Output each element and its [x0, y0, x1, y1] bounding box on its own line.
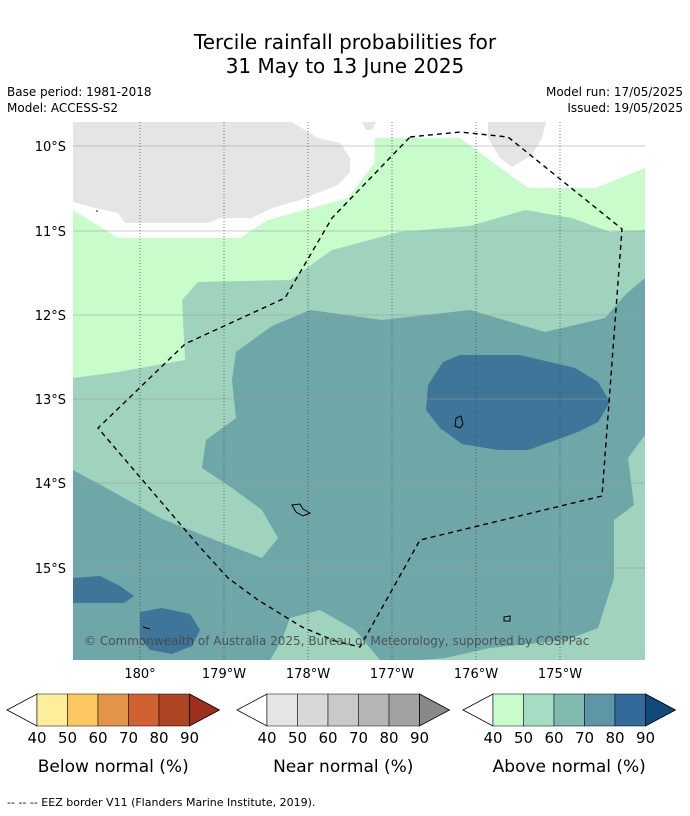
colorbar-segment	[553, 693, 585, 727]
island-outline	[142, 626, 151, 630]
colorbar-tick-label: 90	[636, 729, 655, 747]
colorbar-under-triangle	[6, 693, 38, 727]
lon-label: 179°W	[202, 667, 246, 682]
island-outline	[503, 615, 511, 622]
colorbar-under-triangle	[236, 693, 268, 727]
colorbar-over-triangle	[189, 693, 221, 727]
colorbar-segment	[523, 693, 555, 727]
lon-label: 178°W	[286, 667, 330, 682]
colorbar-over-triangle	[645, 693, 677, 727]
colorbar-segment	[97, 693, 129, 727]
colorbar-segment	[358, 693, 390, 727]
lon-label: 176°W	[454, 667, 498, 682]
lat-label: 12°S	[35, 309, 66, 324]
colorbar-segment	[128, 693, 160, 727]
below-normal-colorbar: 40 50 60 70 80 90 Below normal (%)	[6, 693, 221, 777]
model-run-text: Model run: 17/05/2025	[545, 85, 683, 99]
probability-region-70-80-c	[140, 608, 200, 654]
eez-border-note: -- -- -- EEZ border V11 (Flanders Marine…	[7, 796, 316, 809]
colorbar-tick-label: 40	[257, 729, 276, 747]
lon-label: 177°W	[370, 667, 414, 682]
run-info: Model run: 17/05/2025 Issued: 19/05/2025	[546, 84, 683, 116]
model-info: Base period: 1981-2018 Model: ACCESS-S2	[7, 84, 152, 116]
model-name-text: Model: ACCESS-S2	[7, 101, 119, 115]
probability-region-70-80-b	[73, 576, 134, 603]
colorbar-segment	[388, 693, 420, 727]
colorbar-tick-label: 70	[575, 729, 594, 747]
chart-title: Tercile rainfall probabilities for 31 Ma…	[0, 30, 690, 78]
colorbar-over-triangle	[419, 693, 451, 727]
colorbar-tick-label: 50	[288, 729, 307, 747]
colorbar-tick-label: 80	[149, 729, 168, 747]
lat-label: 11°S	[35, 225, 66, 240]
no-data-region	[73, 122, 350, 223]
colorbar-segment	[614, 693, 646, 727]
island-outline	[291, 503, 312, 517]
colorbar-segment	[297, 693, 329, 727]
island-outline	[96, 210, 98, 212]
copyright-notice: © Commonwealth of Australia 2025, Bureau…	[84, 634, 589, 648]
title-line-2: 31 May to 13 June 2025	[225, 54, 465, 78]
longitude-labels: 180° 179°W 178°W 177°W 176°W 175°W	[124, 667, 582, 682]
colorbar-tick-label: 60	[318, 729, 337, 747]
colorbar-tick-label: 60	[544, 729, 563, 747]
lon-label: 180°	[124, 667, 155, 682]
eez-border	[97, 131, 623, 648]
colorbar-segment	[266, 693, 298, 727]
colorbar-tick-label: 90	[410, 729, 429, 747]
lon-label: 175°W	[538, 667, 582, 682]
colorbar-title: Near normal (%)	[273, 757, 413, 777]
lat-label: 10°S	[35, 140, 66, 155]
colorbar-tick-label: 60	[88, 729, 107, 747]
rainfall-probability-map: © Commonwealth of Australia 2025, Bureau…	[6, 122, 677, 777]
colorbar-tick-label: 90	[180, 729, 199, 747]
colorbar-segment	[67, 693, 99, 727]
lat-label: 14°S	[35, 477, 66, 492]
colorbar-tick-label: 80	[605, 729, 624, 747]
base-period-text: Base period: 1981-2018	[7, 85, 152, 99]
colorbar-segment	[158, 693, 190, 727]
colorbar-tick-label: 40	[27, 729, 46, 747]
colorbar-under-triangle	[462, 693, 494, 727]
colorbar-tick-label: 50	[58, 729, 77, 747]
above-normal-colorbar: 40 50 60 70 80 90 Above normal (%)	[462, 693, 677, 777]
colorbar-tick-label: 50	[514, 729, 533, 747]
no-data-region-small	[362, 122, 376, 130]
colorbar-segment	[492, 693, 524, 727]
colorbar-tick-label: 70	[119, 729, 138, 747]
colorbar-title: Below normal (%)	[38, 757, 189, 777]
probability-region-70-80-a	[426, 355, 610, 450]
colorbar-segment	[327, 693, 359, 727]
near-normal-colorbar: 40 50 60 70 80 90 Near normal (%)	[236, 693, 451, 777]
colorbar-title: Above normal (%)	[493, 757, 646, 777]
colorbar-tick-label: 70	[349, 729, 368, 747]
colorbar-tick-label: 40	[483, 729, 502, 747]
colorbar-tick-label: 80	[379, 729, 398, 747]
issued-date-text: Issued: 19/05/2025	[567, 101, 683, 115]
lat-label: 13°S	[35, 393, 66, 408]
latitude-labels: 10°S 11°S 12°S 13°S 14°S 15°S	[35, 140, 66, 577]
title-line-1: Tercile rainfall probabilities for	[193, 30, 497, 54]
map-area: © Commonwealth of Australia 2025, Bureau…	[73, 122, 645, 660]
lat-label: 15°S	[35, 562, 66, 577]
colorbar-segment	[36, 693, 68, 727]
island-outline	[454, 415, 464, 429]
latitude-gridlines	[73, 145, 645, 569]
colorbar-segment	[584, 693, 616, 727]
